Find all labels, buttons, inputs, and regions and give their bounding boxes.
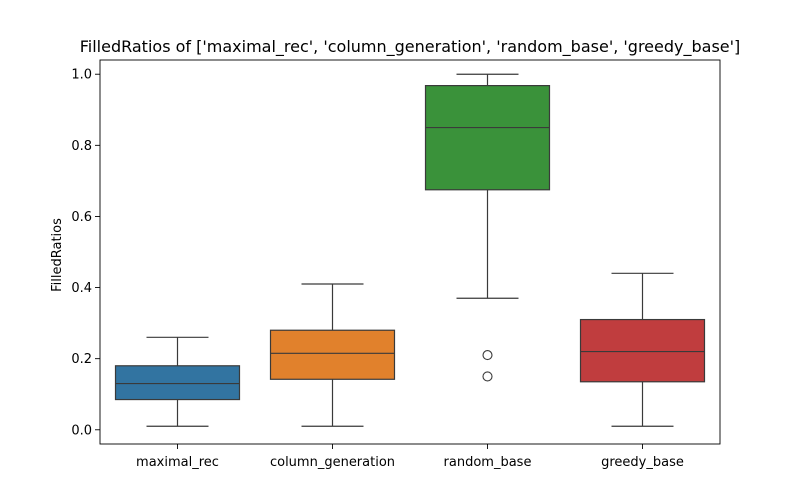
y-tick-label: 0.4 — [71, 281, 92, 296]
y-axis-label: FilledRatios — [50, 218, 65, 292]
box-iqr — [424, 84, 551, 191]
y-tick-label: 0.2 — [71, 352, 92, 367]
box-group-random-base — [424, 73, 551, 382]
y-tick-label: 0.8 — [71, 139, 92, 154]
outlier-point — [482, 350, 493, 361]
outlier-point — [482, 371, 493, 382]
x-tick-label: column_generation — [270, 455, 395, 470]
y-tick-label: 1.0 — [71, 68, 92, 83]
box-iqr — [114, 365, 241, 401]
box-iqr — [269, 329, 396, 380]
x-tick-label: greedy_base — [601, 455, 684, 470]
boxes-layer — [114, 73, 706, 427]
x-axis-ticks: maximal_rec column_generation random_base g… — [136, 444, 684, 470]
y-axis-ticks: 0.0 0.2 0.4 0.6 0.8 1.0 — [71, 68, 100, 438]
box-group-column-generation — [269, 283, 396, 427]
plot-area-frame — [99, 59, 721, 445]
x-tick-label: random_base — [444, 455, 532, 470]
box-group-maximal-rec — [114, 336, 241, 427]
box-group-greedy-base — [579, 272, 706, 427]
y-tick-label: 0.6 — [71, 210, 92, 225]
x-tick-label: maximal_rec — [136, 455, 219, 470]
box-iqr — [579, 318, 706, 383]
y-tick-label: 0.0 — [71, 423, 92, 438]
chart-title: FilledRatios of ['maximal_rec', 'column_… — [80, 37, 741, 57]
